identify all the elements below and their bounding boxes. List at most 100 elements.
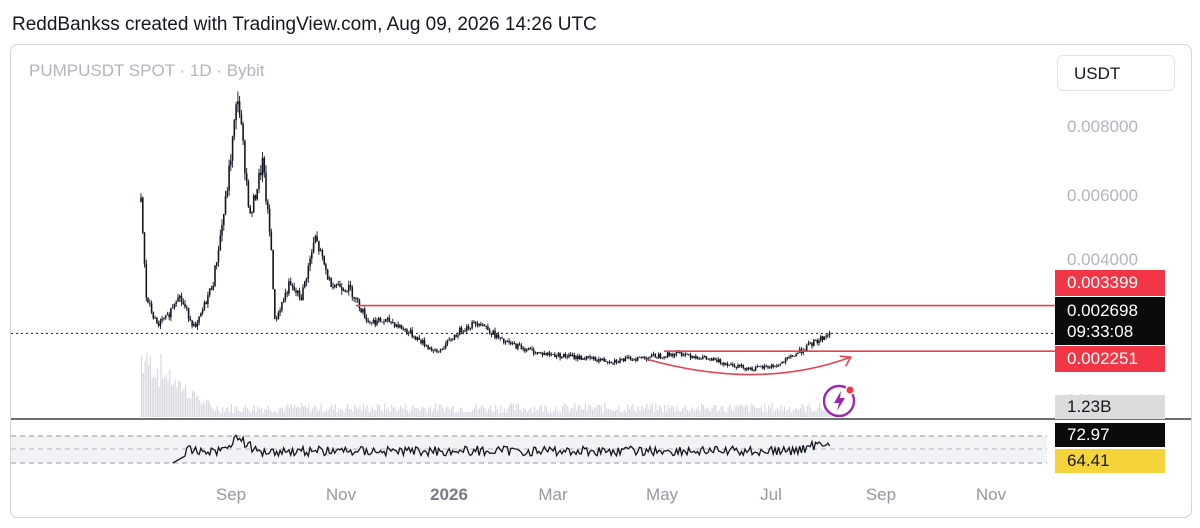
volume-bar — [702, 404, 704, 417]
volume-bar — [565, 404, 567, 417]
volume-bar — [563, 403, 565, 417]
volume-bar — [535, 410, 537, 417]
candle-body — [355, 297, 357, 299]
volume-bar — [239, 411, 241, 417]
candle-body — [154, 318, 156, 319]
candle-body — [511, 343, 514, 344]
candle-body — [464, 330, 466, 332]
candle-body — [443, 348, 445, 350]
volume-bar — [149, 356, 151, 417]
candle-body — [791, 355, 794, 357]
volume-bar — [141, 355, 143, 417]
volume-bar — [558, 412, 560, 417]
candle-body — [279, 310, 281, 313]
volume-bar — [743, 407, 745, 417]
candle-body — [529, 348, 531, 349]
candle-body — [414, 336, 417, 340]
candle-body — [591, 358, 593, 359]
candle-body — [779, 363, 782, 365]
volume-bar — [348, 409, 350, 417]
volume-bar — [183, 388, 185, 417]
candle-body — [763, 366, 766, 369]
volume-bar — [732, 411, 734, 417]
candle-body — [503, 338, 505, 343]
candle-body — [649, 357, 651, 358]
candle-body — [494, 330, 496, 338]
volume-bar — [605, 408, 608, 417]
candle-body — [147, 297, 149, 303]
volume-bar — [368, 412, 370, 417]
volume-bar — [505, 412, 507, 417]
volume-bar — [369, 411, 372, 417]
candle-body — [682, 355, 685, 357]
volume-bar — [422, 407, 424, 417]
volume-bar — [532, 413, 534, 417]
volume-bar — [334, 404, 336, 417]
candle-body — [562, 353, 565, 358]
candle-body — [268, 208, 271, 232]
candle-body — [469, 328, 472, 329]
candle-body — [344, 290, 347, 292]
candle-body — [753, 370, 755, 372]
volume-bar — [325, 410, 328, 417]
candle-body — [474, 321, 477, 324]
volume-bar — [687, 410, 689, 417]
volume-bar — [243, 407, 245, 417]
volume-bar — [193, 392, 195, 417]
candle-body — [647, 358, 649, 360]
volume-bar — [429, 406, 431, 417]
candle-body — [650, 354, 653, 358]
volume-bar — [234, 405, 236, 417]
volume-bar — [382, 411, 384, 417]
volume-bar — [482, 406, 484, 417]
chart-panel[interactable]: PUMPUSDT SPOT · 1D · Bybit USDT 0.008000… — [10, 44, 1192, 518]
currency-selector[interactable]: USDT — [1057, 55, 1175, 91]
volume-bar — [600, 406, 602, 417]
candle-body — [619, 358, 621, 363]
volume-bar — [496, 409, 498, 417]
lightning-icon[interactable] — [823, 383, 857, 417]
candle-body — [288, 281, 290, 294]
chart-canvas[interactable] — [11, 45, 1191, 517]
volume-bar — [688, 411, 690, 417]
volume-bar — [664, 405, 666, 417]
candle-body — [534, 353, 537, 355]
candle-body — [547, 352, 549, 355]
candle-body — [702, 357, 704, 359]
candle-body — [293, 286, 295, 291]
candle-body — [346, 291, 348, 292]
volume-bar — [288, 408, 291, 417]
candle-body — [466, 326, 468, 331]
candle-body — [233, 120, 236, 137]
candle-body — [286, 292, 288, 294]
volume-bar — [775, 410, 777, 417]
volume-bar — [533, 406, 535, 417]
volume-bar — [641, 405, 643, 417]
candle-body — [304, 281, 306, 288]
volume-bar — [734, 406, 736, 417]
candle-body — [788, 356, 790, 358]
volume-bar — [512, 403, 514, 417]
candle-body — [488, 330, 491, 334]
candle-body — [636, 357, 639, 361]
candle-body — [159, 320, 162, 326]
volume-bar — [539, 406, 541, 417]
volume-bar — [801, 403, 803, 417]
volume-bar — [176, 387, 178, 417]
volume-bar — [662, 412, 664, 417]
candle-body — [298, 290, 301, 298]
volume-bar — [701, 403, 703, 417]
candle-body — [427, 345, 429, 349]
candle-body — [758, 366, 760, 367]
volume-bar — [419, 410, 421, 417]
volume-bar — [572, 407, 574, 417]
candle-body — [370, 322, 373, 324]
volume-bar — [387, 407, 389, 417]
volume-bar — [759, 408, 761, 417]
volume-bar — [713, 405, 715, 417]
candle-body — [487, 326, 489, 331]
volume-bar — [806, 406, 808, 417]
volume-bar — [329, 407, 331, 417]
volume-bar — [796, 408, 798, 417]
candle-body — [545, 353, 547, 355]
